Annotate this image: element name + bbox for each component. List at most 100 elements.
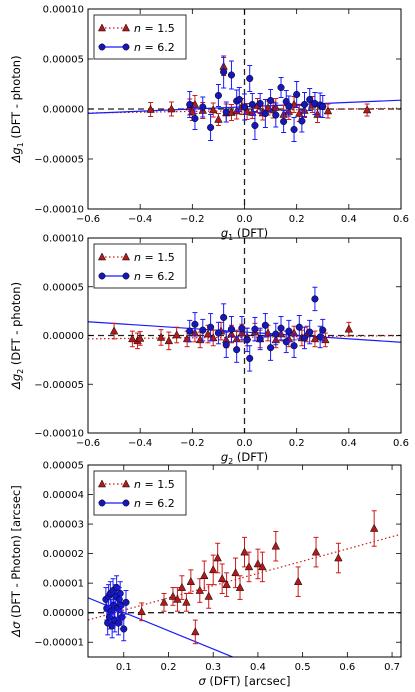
legend-label: n = 6.2	[134, 41, 175, 54]
circle-marker	[220, 68, 228, 76]
triangle-marker	[177, 582, 187, 591]
circle-marker	[222, 341, 230, 349]
triangle-marker	[235, 582, 245, 591]
data-point	[290, 117, 298, 142]
legend-box	[93, 243, 187, 289]
data-point	[109, 322, 119, 340]
y-axis-label-text: (DFT - photon)	[9, 282, 23, 369]
circle-marker	[214, 91, 222, 100]
triangle-marker	[137, 607, 146, 616]
circle-marker	[280, 117, 288, 126]
circle-marker	[120, 625, 128, 633]
circle-marker	[108, 622, 116, 630]
data-point	[267, 89, 275, 112]
legend-label-value: = 1.5	[141, 22, 175, 35]
legend-triangle-marker	[121, 252, 131, 261]
data-point	[173, 587, 182, 612]
x-tick-label: 0.4	[341, 214, 357, 225]
data-point	[227, 60, 236, 90]
triangle-marker	[313, 109, 322, 118]
legend-label-value: = 6.2	[141, 41, 175, 54]
data-point	[159, 592, 169, 612]
data-point	[217, 563, 227, 594]
x-tick-label: 0.6	[393, 214, 409, 225]
legend-label: n = 6.2	[134, 270, 175, 283]
y-tick-label: 0.00000	[43, 608, 84, 619]
triangle-marker	[146, 104, 155, 113]
x-tick-label: −0.6	[76, 438, 100, 449]
triangle-marker	[244, 562, 254, 571]
data-point	[235, 575, 245, 600]
data-point	[199, 318, 207, 342]
data-point	[306, 319, 314, 345]
triangle-marker	[311, 547, 321, 556]
data-point	[240, 93, 249, 121]
legend-triangle-marker	[97, 479, 107, 488]
data-point	[293, 81, 301, 108]
data-point	[277, 77, 285, 98]
circle-marker	[277, 83, 285, 92]
legend-circle-marker	[98, 499, 106, 507]
data-point	[220, 55, 228, 89]
data-point	[246, 345, 254, 372]
triangle-marker	[310, 334, 320, 343]
y-tick-label: 0.00000	[43, 105, 84, 116]
fit-line-n6-2	[88, 321, 401, 343]
x-tick-label: 0.6	[339, 662, 355, 673]
panel-g2: −0.6 −0.4 −0.2 0.0 0.2 0.4 0.6 −0.00010 −0.00005…	[9, 234, 409, 467]
legend: n = 1.5n = 6.2	[93, 243, 187, 289]
data-point	[344, 321, 354, 337]
data-point	[191, 107, 199, 130]
legend-label-value: = 6.2	[141, 270, 175, 283]
data-point	[272, 322, 280, 346]
x-tick-label: 0.4	[250, 662, 266, 673]
circle-marker	[235, 95, 243, 104]
data-point	[310, 330, 320, 348]
y-tick-label: −0.00001	[34, 638, 84, 649]
triangle-marker	[253, 559, 263, 568]
data-point	[295, 315, 303, 340]
x-tick-label: 0.7	[384, 662, 400, 673]
legend-circle-marker	[98, 43, 106, 51]
data-point	[207, 313, 215, 342]
circle-marker	[222, 108, 230, 116]
y-axis-label-subscript: 1	[16, 142, 25, 147]
data-point	[238, 315, 246, 341]
x-tick-label: 0.0	[237, 214, 253, 225]
x-tick-label: 0.4	[341, 438, 357, 449]
triangle-marker	[222, 579, 231, 588]
data-point	[267, 334, 275, 361]
triangle-marker	[135, 333, 145, 342]
legend-circle-marker	[122, 499, 130, 507]
plot-frame	[87, 464, 402, 658]
data-point	[135, 331, 145, 346]
data-point	[227, 315, 236, 343]
triangle-marker	[200, 571, 209, 580]
data-point	[182, 330, 192, 348]
data-point	[191, 619, 200, 645]
circle-marker	[267, 344, 275, 352]
circle-marker	[251, 325, 259, 333]
legend-triangle-marker	[97, 23, 107, 32]
data-point	[186, 569, 196, 594]
data-point	[137, 602, 146, 622]
data-point	[222, 331, 230, 358]
y-tick-label: 0.00000	[43, 331, 84, 342]
data-point	[243, 327, 251, 353]
data-point	[263, 324, 273, 342]
x-tick-label: −0.4	[128, 438, 152, 449]
circle-marker	[246, 74, 254, 83]
data-point	[251, 111, 259, 140]
y-tick-label: −0.00010	[34, 429, 84, 440]
data-point	[122, 590, 130, 615]
legend-label-value: = 1.5	[141, 251, 175, 264]
circle-marker	[256, 335, 264, 343]
y-tick-label: −0.00005	[34, 155, 84, 166]
y-tick-label: −0.00010	[34, 205, 84, 216]
x-tick-label: 0.2	[289, 438, 305, 449]
x-tick-label: −0.2	[180, 438, 204, 449]
data-point	[306, 88, 314, 111]
legend-label: n = 1.5	[134, 478, 175, 491]
plot-area	[88, 238, 401, 433]
data-point	[220, 303, 228, 332]
